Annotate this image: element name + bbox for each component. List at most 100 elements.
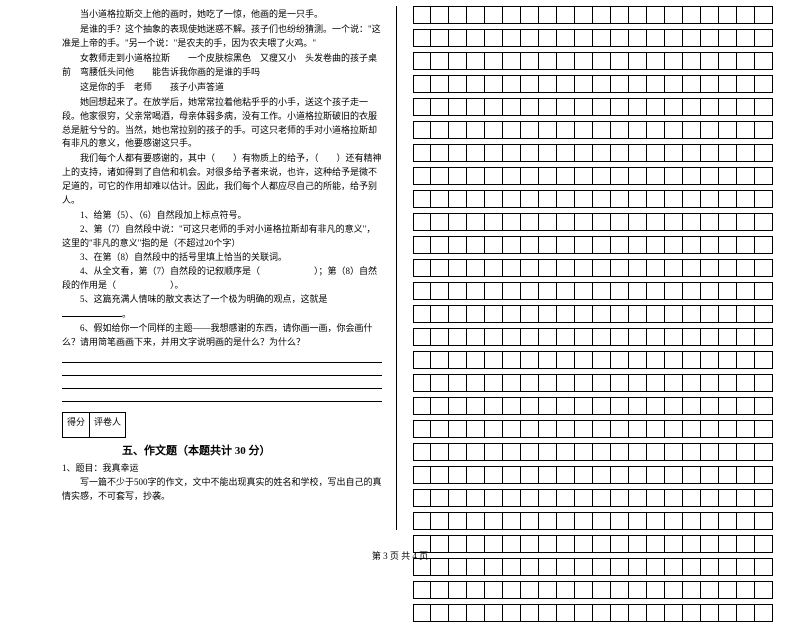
grid-cell bbox=[593, 213, 611, 231]
grid-cell bbox=[755, 29, 773, 47]
grid-cell bbox=[629, 351, 647, 369]
grid-cell bbox=[683, 259, 701, 277]
grid-cell bbox=[467, 351, 485, 369]
grid-cell bbox=[611, 144, 629, 162]
grid-cell bbox=[467, 305, 485, 323]
grid-cell bbox=[413, 6, 431, 24]
grid-cell bbox=[611, 52, 629, 70]
grid-cell bbox=[683, 190, 701, 208]
grid-cell bbox=[539, 236, 557, 254]
grid-cell bbox=[575, 420, 593, 438]
grid-row bbox=[413, 443, 774, 461]
grid-cell bbox=[701, 167, 719, 185]
grid-cell bbox=[467, 282, 485, 300]
grid-cell bbox=[557, 144, 575, 162]
question-6: 6、假如给你一个同样的主题——我想感谢的东西，请你画一画，你会画什么？请用简笔画… bbox=[62, 322, 382, 350]
grid-cell bbox=[539, 98, 557, 116]
grid-cell bbox=[557, 98, 575, 116]
grid-cell bbox=[413, 52, 431, 70]
grid-cell bbox=[539, 489, 557, 507]
essay-instruction: 写一篇不少于500字的作文，文中不能出现真实的姓名和学校，写出自己的真情实感，不… bbox=[62, 476, 382, 504]
grid-cell bbox=[575, 466, 593, 484]
grid-cell bbox=[701, 466, 719, 484]
grid-cell bbox=[755, 397, 773, 415]
grid-cell bbox=[737, 6, 755, 24]
grid-row bbox=[413, 489, 774, 507]
grid-cell bbox=[485, 374, 503, 392]
grid-cell bbox=[539, 305, 557, 323]
grid-cell bbox=[719, 190, 737, 208]
grid-cell bbox=[413, 167, 431, 185]
grid-cell bbox=[683, 466, 701, 484]
grid-cell bbox=[503, 52, 521, 70]
grid-cell bbox=[629, 512, 647, 530]
grid-cell bbox=[683, 29, 701, 47]
grid-cell bbox=[485, 144, 503, 162]
grid-cell bbox=[503, 351, 521, 369]
grid-cell bbox=[431, 604, 449, 622]
grid-cell bbox=[665, 420, 683, 438]
grid-cell bbox=[701, 190, 719, 208]
grid-cell bbox=[485, 489, 503, 507]
grid-cell bbox=[719, 466, 737, 484]
grid-cell bbox=[611, 374, 629, 392]
grid-cell bbox=[683, 6, 701, 24]
grid-cell bbox=[629, 489, 647, 507]
grid-row bbox=[413, 581, 774, 599]
answer-line bbox=[62, 378, 382, 389]
grid-cell bbox=[413, 443, 431, 461]
grid-cell bbox=[557, 397, 575, 415]
grid-cell bbox=[413, 259, 431, 277]
grid-cell bbox=[413, 604, 431, 622]
grid-cell bbox=[737, 512, 755, 530]
grid-cell bbox=[413, 213, 431, 231]
grid-row bbox=[413, 121, 774, 139]
grid-cell bbox=[431, 167, 449, 185]
grid-cell bbox=[521, 213, 539, 231]
grid-cell bbox=[665, 75, 683, 93]
question-1: 1、给第（5）、（6）自然段加上标点符号。 bbox=[62, 209, 382, 223]
grid-cell bbox=[539, 167, 557, 185]
grid-cell bbox=[503, 282, 521, 300]
grid-cell bbox=[593, 420, 611, 438]
grid-cell bbox=[557, 351, 575, 369]
grid-cell bbox=[557, 259, 575, 277]
grid-cell bbox=[503, 443, 521, 461]
grid-cell bbox=[719, 236, 737, 254]
grid-cell bbox=[557, 190, 575, 208]
grid-cell bbox=[521, 167, 539, 185]
grid-cell bbox=[467, 420, 485, 438]
grid-cell bbox=[719, 6, 737, 24]
grid-cell bbox=[611, 236, 629, 254]
grid-cell bbox=[521, 259, 539, 277]
grid-cell bbox=[665, 305, 683, 323]
grid-cell bbox=[683, 489, 701, 507]
grid-cell bbox=[557, 466, 575, 484]
grid-cell bbox=[647, 443, 665, 461]
section-5-title: 五、作文题（本题共计 30 分） bbox=[122, 442, 382, 458]
grid-cell bbox=[521, 466, 539, 484]
essay-topic: 1、题目：我真幸运 bbox=[62, 462, 382, 476]
grid-cell bbox=[467, 190, 485, 208]
grid-cell bbox=[503, 604, 521, 622]
grid-cell bbox=[629, 443, 647, 461]
grid-cell bbox=[593, 144, 611, 162]
grid-cell bbox=[701, 397, 719, 415]
page-footer: 第 3 页 共 4 页 bbox=[0, 549, 800, 562]
grid-cell bbox=[755, 305, 773, 323]
grid-cell bbox=[431, 512, 449, 530]
grid-cell bbox=[521, 29, 539, 47]
grid-cell bbox=[593, 259, 611, 277]
grid-row bbox=[413, 6, 774, 24]
grid-cell bbox=[737, 420, 755, 438]
grid-cell bbox=[755, 489, 773, 507]
grid-cell bbox=[539, 351, 557, 369]
grid-cell bbox=[449, 190, 467, 208]
grid-cell bbox=[521, 351, 539, 369]
grid-cell bbox=[521, 6, 539, 24]
grid-cell bbox=[521, 374, 539, 392]
grid-cell bbox=[647, 52, 665, 70]
grid-cell bbox=[665, 282, 683, 300]
grid-cell bbox=[629, 420, 647, 438]
grid-cell bbox=[521, 489, 539, 507]
